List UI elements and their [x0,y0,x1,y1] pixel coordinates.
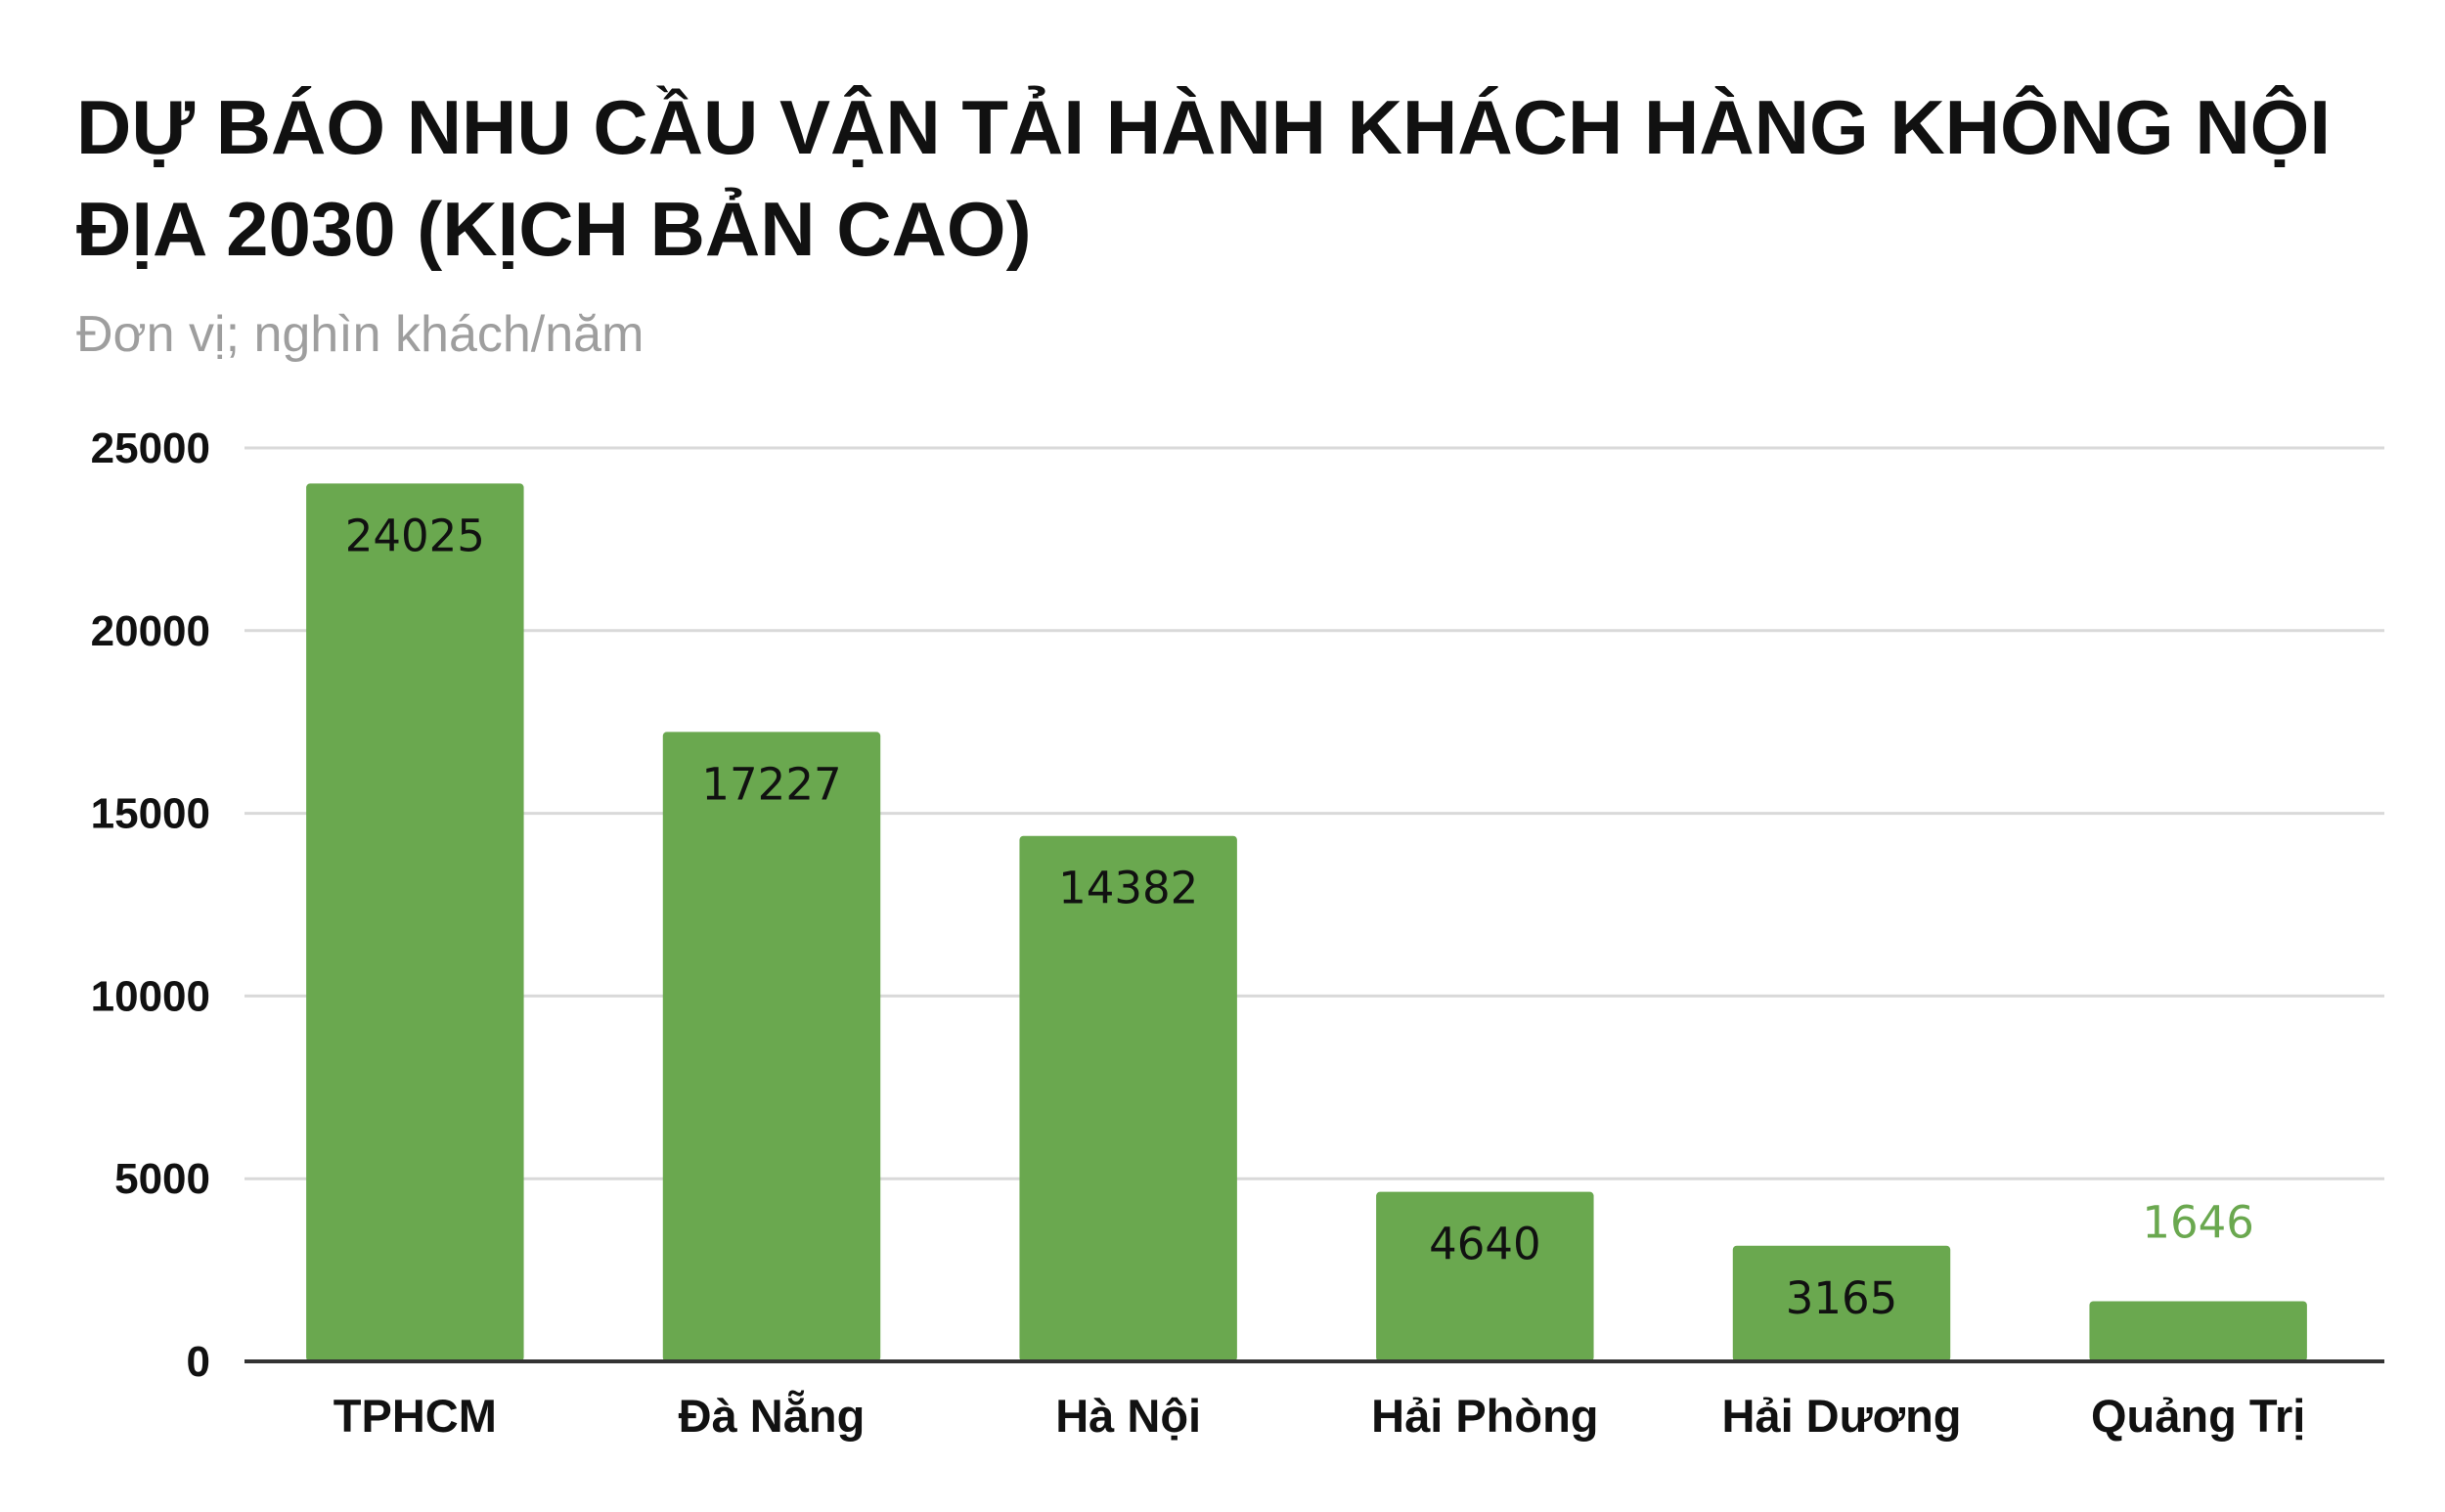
chart-subtitle: Đơn vị; nghìn khách/năm [76,306,645,363]
y-tick-label: 10000 [91,972,210,1020]
axes: 0 5000 10000 15000 20000 25000 TPHCM Đà Nẵng Hà … [91,424,2384,1442]
bar [662,732,881,1361]
chart-title: DỰ BÁO NHU CẦU VẬN TẢI HÀNH KHÁCH HÀNG K… [76,84,2331,272]
bar [1732,1245,1951,1361]
bars [306,483,2307,1361]
x-category-label: Hà Nội [1055,1390,1201,1442]
data-label: 17227 [701,758,841,810]
x-category-label: Hải Dương [1721,1390,1961,1442]
bar [1376,1191,1594,1361]
x-category-label: Đà Nẵng [679,1390,866,1442]
data-label: 3165 [1786,1272,1898,1324]
bar [1019,835,1237,1361]
x-category-label: Quảng Trị [2091,1390,2305,1442]
y-tick-label: 25000 [91,424,210,472]
x-category-label: Hải Phòng [1371,1390,1598,1442]
x-category-label: TPHCM [333,1390,497,1442]
data-label: 14382 [1058,863,1198,914]
bar [306,483,524,1361]
data-labels: 24025 17227 14382 4640 3165 1646 [345,510,2254,1323]
data-label: 4640 [1429,1219,1541,1270]
y-tick-label: 5000 [114,1155,210,1203]
gridlines [244,446,2384,1180]
bar [2089,1301,2307,1361]
y-tick-label: 0 [187,1338,210,1386]
y-tick-label: 15000 [91,790,210,838]
data-label: 24025 [345,510,485,561]
y-tick-label: 20000 [91,607,210,655]
data-label: 1646 [2142,1197,2254,1249]
